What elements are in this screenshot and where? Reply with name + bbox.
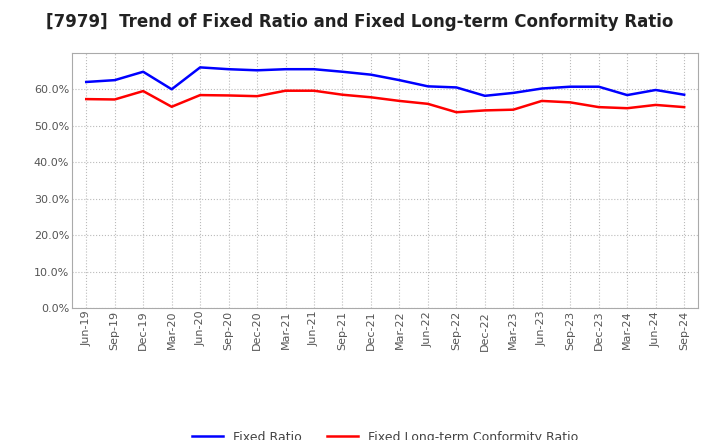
Fixed Ratio — [196, 65, 204, 70]
Fixed Long-term Conformity Ratio — [139, 88, 148, 94]
Fixed Long-term Conformity Ratio — [680, 104, 688, 110]
Fixed Ratio — [310, 66, 318, 72]
Fixed Ratio — [338, 69, 347, 74]
Fixed Ratio — [167, 87, 176, 92]
Fixed Long-term Conformity Ratio — [282, 88, 290, 93]
Fixed Long-term Conformity Ratio — [395, 98, 404, 103]
Fixed Long-term Conformity Ratio — [338, 92, 347, 97]
Fixed Long-term Conformity Ratio — [110, 97, 119, 102]
Fixed Long-term Conformity Ratio — [253, 94, 261, 99]
Fixed Long-term Conformity Ratio — [196, 92, 204, 98]
Fixed Ratio — [423, 84, 432, 89]
Text: [7979]  Trend of Fixed Ratio and Fixed Long-term Conformity Ratio: [7979] Trend of Fixed Ratio and Fixed Lo… — [46, 13, 674, 31]
Fixed Long-term Conformity Ratio — [537, 98, 546, 103]
Fixed Long-term Conformity Ratio — [566, 100, 575, 105]
Fixed Long-term Conformity Ratio — [623, 106, 631, 111]
Line: Fixed Ratio: Fixed Ratio — [86, 67, 684, 96]
Fixed Long-term Conformity Ratio — [310, 88, 318, 93]
Fixed Ratio — [595, 84, 603, 89]
Fixed Long-term Conformity Ratio — [480, 108, 489, 113]
Fixed Ratio — [225, 66, 233, 72]
Fixed Long-term Conformity Ratio — [652, 102, 660, 107]
Fixed Ratio — [566, 84, 575, 89]
Line: Fixed Long-term Conformity Ratio: Fixed Long-term Conformity Ratio — [86, 91, 684, 112]
Fixed Long-term Conformity Ratio — [595, 104, 603, 110]
Fixed Long-term Conformity Ratio — [423, 101, 432, 106]
Fixed Long-term Conformity Ratio — [167, 104, 176, 110]
Legend: Fixed Ratio, Fixed Long-term Conformity Ratio: Fixed Ratio, Fixed Long-term Conformity … — [186, 424, 585, 440]
Fixed Ratio — [82, 79, 91, 84]
Fixed Ratio — [395, 77, 404, 83]
Fixed Long-term Conformity Ratio — [82, 96, 91, 102]
Fixed Ratio — [282, 66, 290, 72]
Fixed Ratio — [139, 69, 148, 74]
Fixed Long-term Conformity Ratio — [225, 93, 233, 98]
Fixed Ratio — [680, 92, 688, 97]
Fixed Long-term Conformity Ratio — [366, 95, 375, 100]
Fixed Ratio — [366, 72, 375, 77]
Fixed Long-term Conformity Ratio — [452, 110, 461, 115]
Fixed Long-term Conformity Ratio — [509, 107, 518, 112]
Fixed Ratio — [110, 77, 119, 83]
Fixed Ratio — [452, 85, 461, 90]
Fixed Ratio — [652, 88, 660, 93]
Fixed Ratio — [537, 86, 546, 91]
Fixed Ratio — [509, 90, 518, 95]
Fixed Ratio — [480, 93, 489, 99]
Fixed Ratio — [623, 92, 631, 98]
Fixed Ratio — [253, 68, 261, 73]
